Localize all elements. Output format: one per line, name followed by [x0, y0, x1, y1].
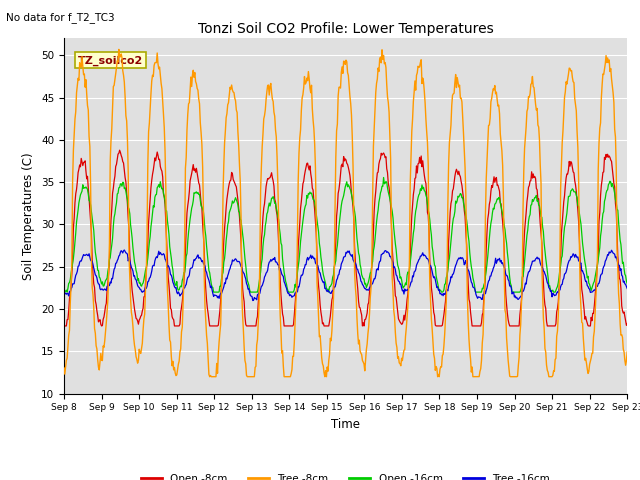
Text: TZ_soilco2: TZ_soilco2 [78, 55, 143, 66]
Tree -16cm [249, 298, 257, 303]
Open -16cm [186, 223, 193, 228]
Open -16cm [60, 289, 68, 295]
Tree -8cm [129, 324, 137, 329]
Tree -16cm [623, 286, 631, 291]
Open -8cm [116, 147, 124, 153]
Open -8cm [70, 216, 78, 221]
Open -16cm [380, 175, 387, 180]
Tree -8cm [60, 365, 68, 371]
X-axis label: Time: Time [331, 418, 360, 431]
Tree -16cm [186, 266, 194, 272]
Line: Tree -16cm: Tree -16cm [64, 250, 627, 300]
Tree -16cm [120, 247, 128, 253]
Legend: Open -8cm, Tree -8cm, Open -16cm, Tree -16cm: Open -8cm, Tree -8cm, Open -16cm, Tree -… [137, 469, 554, 480]
Tree -8cm [416, 64, 424, 70]
Tree -8cm [206, 374, 214, 380]
Open -16cm [415, 192, 422, 198]
Open -8cm [623, 321, 631, 326]
Tree -16cm [60, 288, 68, 294]
Line: Open -8cm: Open -8cm [64, 150, 627, 326]
Open -16cm [128, 235, 136, 241]
Line: Tree -8cm: Tree -8cm [64, 49, 627, 377]
Tree -8cm [186, 86, 194, 92]
Open -16cm [70, 248, 78, 254]
Tree -16cm [416, 256, 424, 262]
Tree -8cm [115, 47, 123, 52]
Open -16cm [215, 289, 223, 295]
Open -8cm [415, 160, 422, 166]
Tree -16cm [70, 281, 78, 287]
Tree -8cm [217, 322, 225, 327]
Tree -8cm [70, 132, 78, 137]
Open -8cm [129, 294, 137, 300]
Open -8cm [186, 178, 194, 184]
Tree -16cm [432, 281, 440, 287]
Y-axis label: Soil Temperatures (C): Soil Temperatures (C) [22, 152, 35, 280]
Line: Open -16cm: Open -16cm [64, 178, 627, 292]
Tree -8cm [623, 349, 631, 355]
Open -16cm [431, 264, 439, 269]
Tree -16cm [216, 292, 224, 298]
Tree -8cm [432, 364, 440, 370]
Open -8cm [431, 322, 439, 328]
Open -16cm [623, 281, 631, 287]
Open -8cm [216, 308, 224, 314]
Open -8cm [60, 323, 68, 329]
Title: Tonzi Soil CO2 Profile: Lower Temperatures: Tonzi Soil CO2 Profile: Lower Temperatur… [198, 22, 493, 36]
Tree -16cm [129, 268, 137, 274]
Text: No data for f_T2_TC3: No data for f_T2_TC3 [6, 12, 115, 23]
